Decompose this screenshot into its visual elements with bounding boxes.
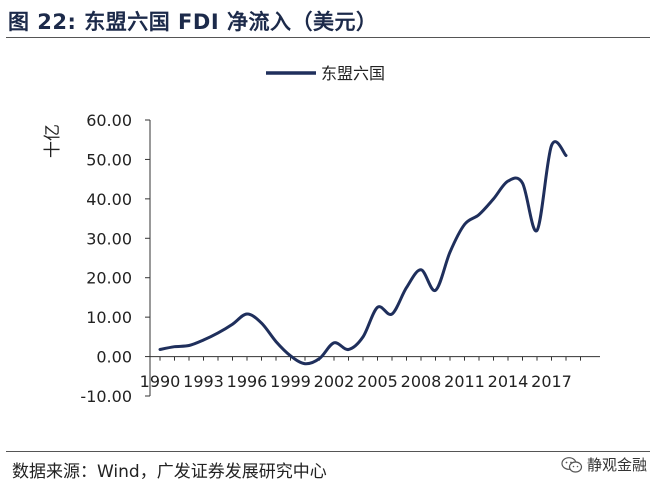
data-point	[231, 323, 234, 326]
y-tick-label: -10.00	[80, 387, 132, 406]
y-tick-label: 20.00	[86, 269, 132, 288]
data-point	[448, 250, 452, 254]
data-point	[158, 348, 162, 351]
watermark: 静观金融	[561, 454, 647, 475]
data-point	[550, 144, 553, 147]
data-point	[202, 338, 205, 342]
data-point	[477, 213, 481, 216]
x-tick-label: 2017	[531, 372, 572, 391]
data-point	[521, 181, 524, 185]
data-point	[492, 197, 495, 201]
source-note: 数据来源：Wind，广发证券发展研究中心	[12, 462, 327, 482]
data-point	[245, 312, 249, 316]
series-line-asean6	[158, 140, 568, 366]
data-point	[564, 154, 568, 157]
data-point	[361, 335, 365, 339]
data-point	[419, 268, 423, 271]
data-point	[187, 344, 191, 347]
footer-divider	[6, 451, 650, 452]
watermark-text: 静观金融	[586, 456, 647, 474]
x-ticks: 1990 1993 1996 1999 2002 2005 2008 2011 2014 2017	[140, 356, 581, 391]
y-tick-label: 40.00	[86, 190, 132, 209]
y-tick-label: 0.00	[96, 348, 132, 367]
data-point	[216, 331, 220, 335]
data-point	[506, 179, 510, 183]
data-point	[289, 354, 292, 357]
x-tick-label: 1993	[183, 372, 224, 391]
data-point	[347, 348, 350, 351]
x-tick-label: 2014	[488, 372, 529, 391]
legend: 东盟六国	[266, 64, 385, 83]
y-tick-label: 60.00	[86, 111, 132, 130]
data-point	[332, 341, 336, 344]
x-tick-label: 1990	[140, 372, 181, 391]
data-point	[274, 340, 278, 343]
y-tick-label: 10.00	[86, 308, 132, 327]
data-point	[463, 223, 466, 226]
data-point	[260, 321, 263, 325]
data-point	[303, 362, 307, 365]
series-points	[158, 144, 568, 365]
y-ticks: -10.00 0.00 10.00 20.00 30.00 40.00 50.00 60.00	[80, 111, 150, 406]
legend-label: 东盟六国	[321, 64, 385, 83]
x-tick-label: 2011	[444, 372, 485, 391]
data-point	[535, 229, 539, 232]
data-point	[405, 286, 408, 289]
y-axis-label: 十亿	[43, 124, 63, 158]
data-point	[318, 357, 321, 360]
data-point	[376, 306, 379, 309]
y-tick-label: 50.00	[86, 150, 132, 169]
x-tick-label: 2005	[357, 372, 398, 391]
figure-title: 图 22: 东盟六国 FDI 净流入（美元）	[8, 10, 378, 34]
x-tick-label: 1999	[270, 372, 311, 391]
data-point	[434, 289, 437, 292]
y-tick-label: 30.00	[86, 229, 132, 248]
data-point	[173, 345, 176, 348]
x-tick-label: 2008	[401, 372, 442, 391]
data-point	[390, 312, 394, 316]
x-tick-label: 1996	[227, 372, 268, 391]
title-divider	[6, 37, 650, 38]
x-tick-label: 2002	[314, 372, 355, 391]
wechat-icon	[561, 456, 583, 473]
